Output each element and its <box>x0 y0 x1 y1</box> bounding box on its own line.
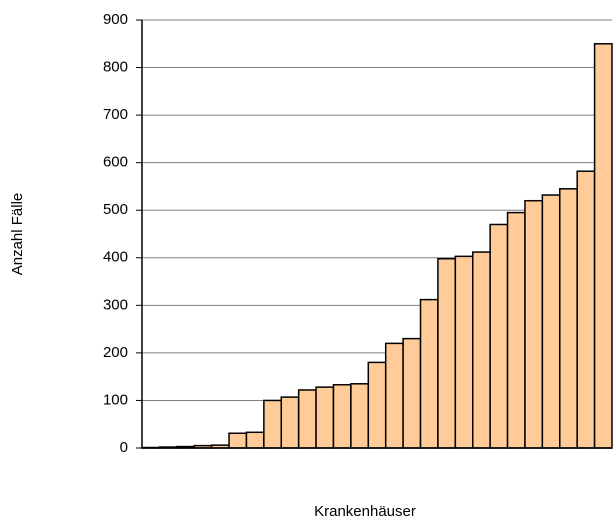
y-tick-label: 200 <box>103 344 128 361</box>
y-tick-label: 0 <box>120 439 128 456</box>
bar <box>541 194 561 449</box>
y-tick-label: 100 <box>103 391 128 408</box>
bar <box>576 170 596 449</box>
y-tick-label: 300 <box>103 296 128 313</box>
bar <box>263 399 283 449</box>
y-tick-label: 400 <box>103 249 128 266</box>
bar <box>245 431 265 449</box>
bar <box>506 211 526 449</box>
bar <box>332 384 352 449</box>
x-axis-label: Krankenhäuser <box>314 503 416 520</box>
bar <box>419 298 439 449</box>
bar <box>228 432 248 449</box>
bar <box>559 188 578 449</box>
bar <box>315 386 335 449</box>
bar <box>437 257 457 449</box>
y-axis-label: Anzahl Fälle <box>9 193 26 276</box>
y-tick-label: 500 <box>103 201 128 218</box>
bar <box>367 361 387 449</box>
bar <box>593 43 613 449</box>
bar <box>280 396 300 449</box>
bar <box>489 223 509 449</box>
bar <box>297 389 317 449</box>
y-tick-label: 600 <box>103 154 128 171</box>
bar <box>350 383 370 449</box>
bar <box>384 342 404 449</box>
y-tick-label: 700 <box>103 106 128 123</box>
bar <box>471 251 491 449</box>
y-tick-label: 800 <box>103 59 128 76</box>
y-tick-label: 900 <box>103 11 128 28</box>
bar <box>402 337 422 449</box>
bar <box>524 199 544 449</box>
bar <box>454 255 474 449</box>
